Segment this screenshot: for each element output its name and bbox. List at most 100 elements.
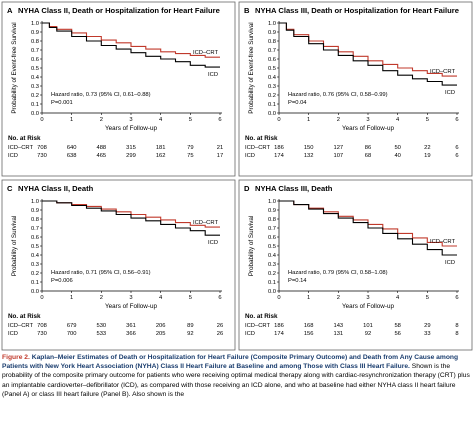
at-risk-value: 75	[187, 153, 193, 159]
at-risk-value: 29	[424, 323, 430, 329]
at-risk-value: 186	[274, 323, 284, 329]
at-risk-row-label: ICD	[8, 331, 18, 337]
at-risk-header: No. at Risk	[8, 313, 41, 320]
hazard-annotation: P=0.04	[288, 100, 307, 106]
panel-title: NYHA Class III, Death or Hospitalization…	[255, 6, 459, 15]
at-risk-value: 465	[96, 153, 106, 159]
y-tick-label: 0.6	[268, 57, 276, 63]
y-tick-label: 0.6	[31, 57, 39, 63]
x-tick-label: 3	[366, 117, 369, 123]
hazard-annotation: Hazard ratio, 0.73 (95% CI, 0.61–0.88)	[51, 92, 151, 98]
x-tick-label: 1	[307, 117, 310, 123]
y-axis-label: Probability of Survival	[248, 216, 255, 277]
x-tick-label: 5	[426, 117, 429, 123]
x-tick-label: 0	[277, 295, 280, 301]
at-risk-row-label: ICD–CRT	[8, 323, 33, 329]
at-risk-value: 174	[274, 153, 284, 159]
y-tick-label: 0.8	[31, 39, 39, 45]
at-risk-value: 19	[424, 153, 430, 159]
at-risk-value: 8	[455, 331, 458, 337]
x-axis-label: Years of Follow-up	[105, 125, 157, 132]
panel-title: NYHA Class II, Death or Hospitalization …	[18, 6, 220, 15]
y-tick-label: 0.9	[31, 30, 39, 36]
y-tick-label: 0.1	[268, 102, 276, 108]
at-risk-value: 40	[394, 153, 400, 159]
at-risk-row-label: ICD–CRT	[245, 145, 270, 151]
at-risk-value: 181	[156, 145, 166, 151]
panel-letter: C	[7, 184, 13, 193]
panel-title: NYHA Class II, Death	[18, 184, 94, 193]
x-tick-label: 0	[40, 295, 43, 301]
at-risk-row-label: ICD	[245, 331, 255, 337]
x-tick-label: 1	[307, 295, 310, 301]
at-risk-value: 50	[394, 145, 400, 151]
y-tick-label: 0.9	[268, 30, 276, 36]
at-risk-value: 127	[333, 145, 343, 151]
x-tick-label: 2	[337, 295, 340, 301]
y-tick-label: 0.2	[31, 93, 39, 99]
at-risk-value: 79	[187, 145, 193, 151]
y-tick-label: 1.0	[268, 199, 276, 205]
at-risk-header: No. at Risk	[8, 135, 41, 142]
at-risk-value: 131	[333, 331, 343, 337]
y-axis-label: Probability of Event-free Survival	[248, 22, 255, 113]
x-axis-label: Years of Follow-up	[342, 125, 394, 132]
x-tick-label: 4	[396, 295, 400, 301]
panel-letter: D	[244, 184, 250, 193]
y-tick-label: 0.4	[268, 75, 277, 81]
at-risk-value: 150	[304, 145, 314, 151]
at-risk-value: 33	[424, 331, 430, 337]
y-tick-label: 0.0	[268, 111, 276, 117]
series-label: ICD–CRT	[430, 239, 455, 245]
y-tick-label: 0.3	[268, 84, 276, 90]
at-risk-header: No. at Risk	[245, 135, 278, 142]
y-tick-label: 0.0	[31, 111, 39, 117]
y-tick-label: 0.2	[268, 93, 276, 99]
y-tick-label: 1.0	[31, 21, 39, 27]
x-tick-label: 3	[129, 117, 132, 123]
caption-label: Figure 2.	[2, 354, 30, 361]
y-tick-label: 0.3	[31, 262, 39, 268]
at-risk-value: 533	[96, 331, 106, 337]
at-risk-row-label: ICD–CRT	[245, 323, 270, 329]
panel-c: C NYHA Class II, Death 0.0 0.1 0.2 0.3 0.4 0.5 0…	[1, 179, 236, 351]
hazard-annotation: P=0.14	[288, 278, 307, 284]
series-line-icd-crt	[279, 22, 457, 77]
y-tick-label: 0.4	[31, 75, 40, 81]
y-tick-label: 0.5	[268, 66, 276, 72]
x-tick-label: 0	[277, 117, 280, 123]
at-risk-value: 92	[187, 331, 193, 337]
y-tick-label: 0.7	[268, 226, 276, 232]
x-tick-label: 3	[366, 295, 369, 301]
y-tick-label: 0.6	[268, 235, 276, 241]
at-risk-value: 8	[455, 323, 458, 329]
y-tick-label: 0.7	[31, 226, 39, 232]
x-axis-label: Years of Follow-up	[342, 303, 394, 310]
y-tick-label: 0.4	[268, 253, 277, 259]
at-risk-value: 58	[394, 323, 400, 329]
at-risk-value: 174	[274, 331, 284, 337]
y-tick-label: 0.4	[31, 253, 40, 259]
y-tick-label: 0.7	[268, 48, 276, 54]
at-risk-row-label: ICD	[8, 153, 18, 159]
y-tick-label: 0.2	[268, 271, 276, 277]
at-risk-value: 132	[304, 153, 314, 159]
x-tick-label: 2	[337, 117, 340, 123]
x-tick-label: 4	[159, 295, 163, 301]
at-risk-value: 730	[37, 153, 47, 159]
at-risk-value: 6	[455, 153, 458, 159]
at-risk-value: 206	[156, 323, 166, 329]
at-risk-value: 700	[67, 331, 77, 337]
at-risk-value: 679	[67, 323, 77, 329]
at-risk-value: 162	[156, 153, 166, 159]
x-tick-label: 2	[100, 295, 103, 301]
y-tick-label: 0.8	[268, 217, 276, 223]
at-risk-value: 366	[126, 331, 136, 337]
y-tick-label: 0.8	[268, 39, 276, 45]
series-line-icd-crt	[42, 22, 220, 58]
panel-frame	[1, 1, 236, 177]
at-risk-value: 86	[365, 145, 371, 151]
x-tick-label: 5	[189, 295, 192, 301]
hazard-annotation: P=0.001	[51, 100, 73, 106]
